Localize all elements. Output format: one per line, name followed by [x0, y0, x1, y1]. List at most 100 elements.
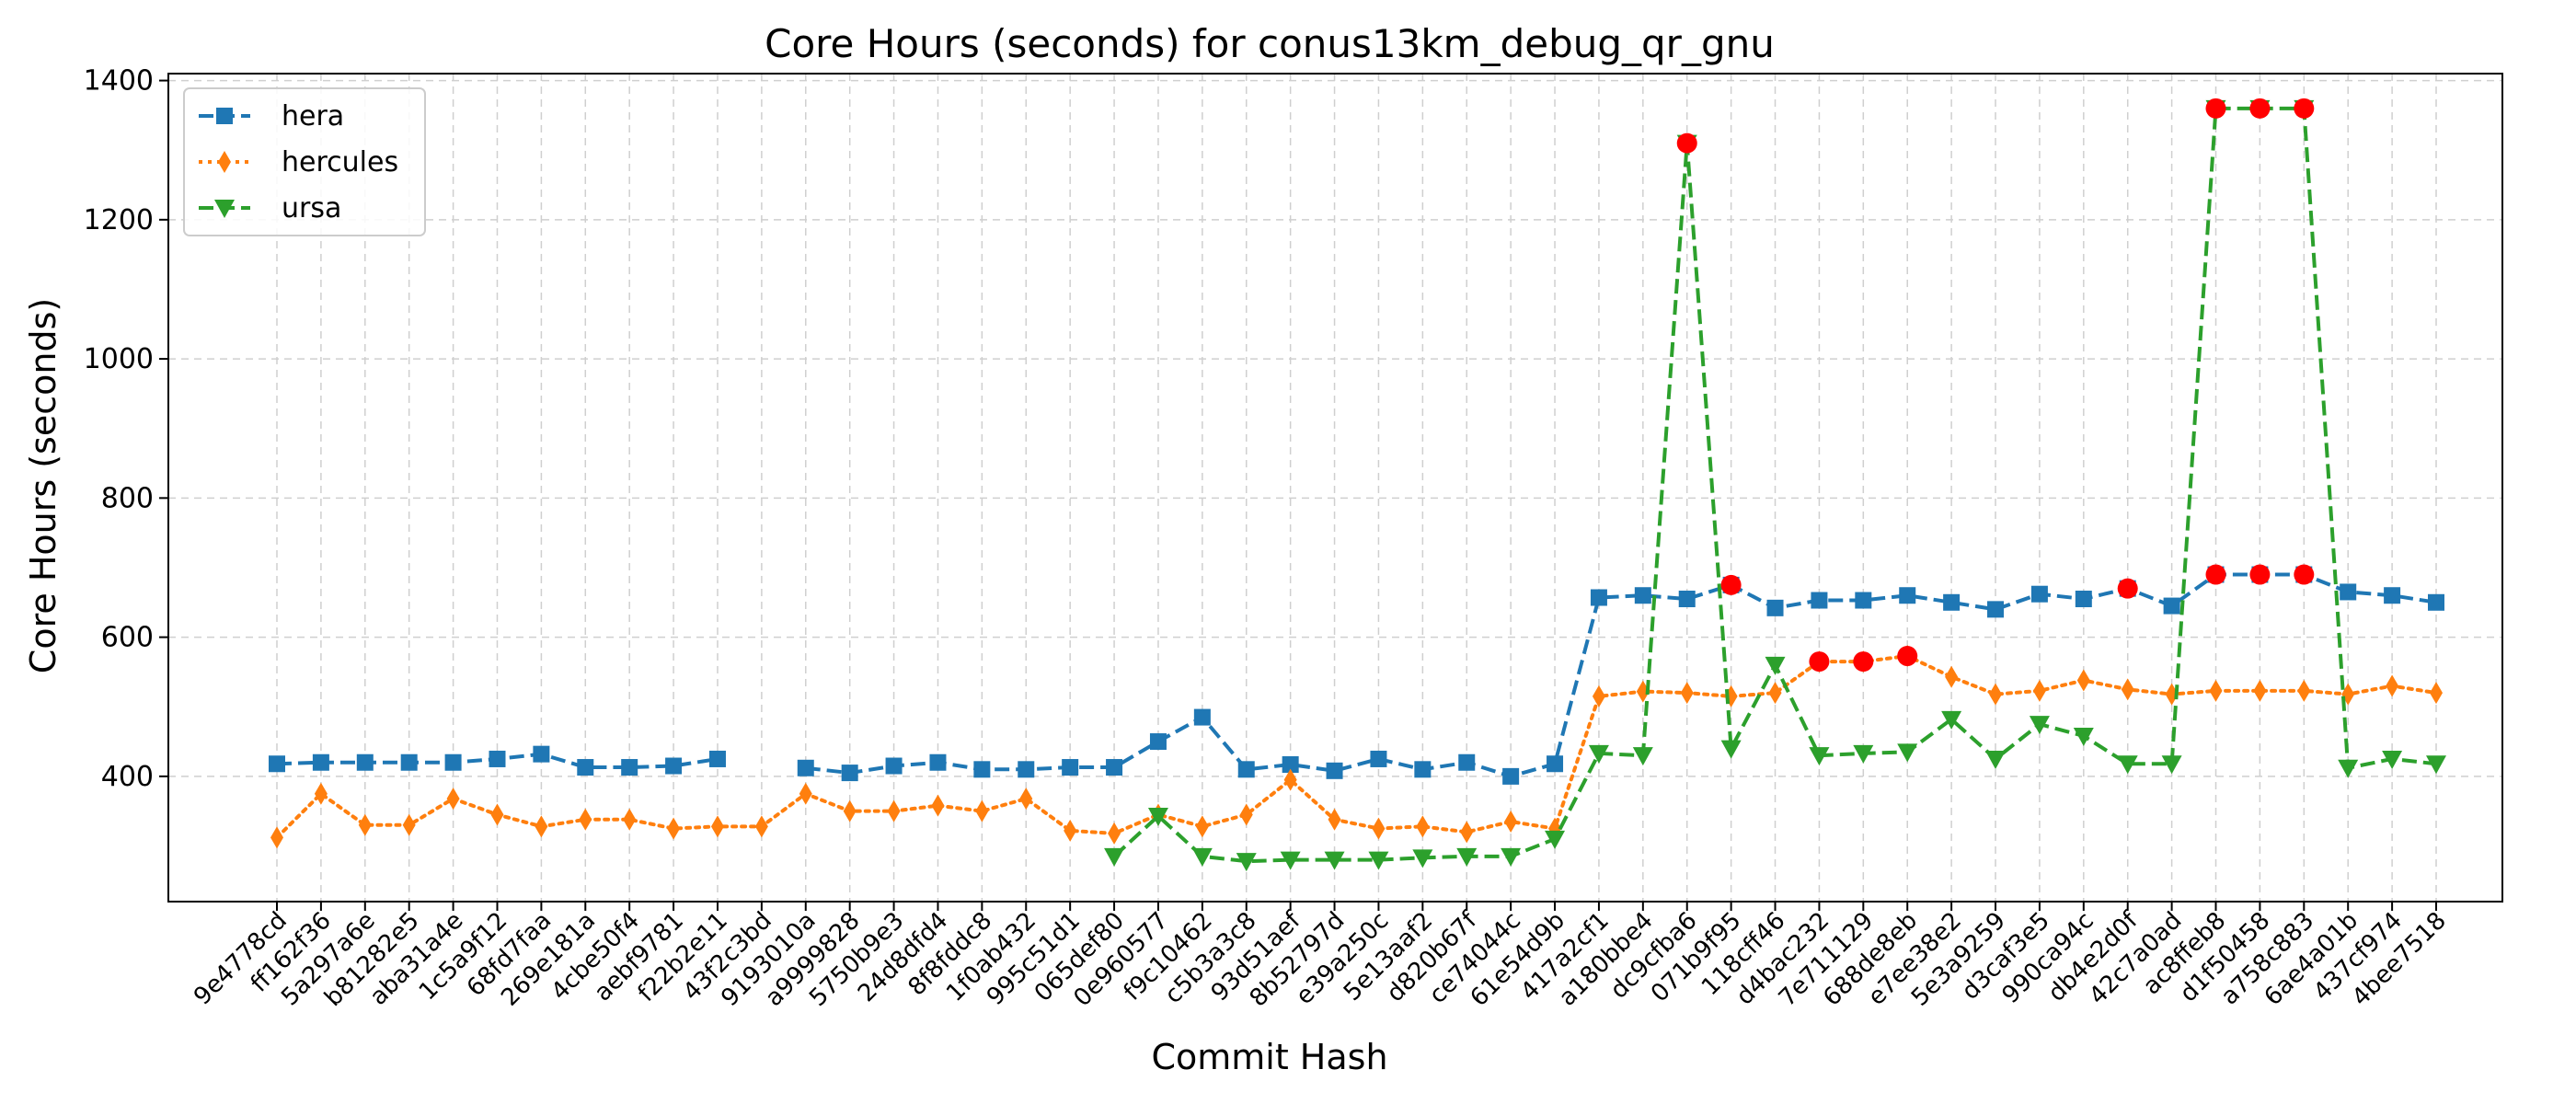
data-point-hercules [1592, 684, 1605, 707]
y-tick-label: 600 [101, 622, 154, 654]
data-point-hera [1899, 587, 1916, 604]
highlight-point-hercules [1809, 651, 1830, 673]
data-point-ursa [1147, 807, 1168, 826]
highlight-point-hera [2117, 578, 2138, 599]
data-point-ursa [1720, 740, 1742, 759]
data-point-ursa [1501, 847, 1522, 867]
y-axis-label: Core Hours (seconds) [23, 298, 63, 673]
data-point-hera [1149, 733, 1167, 751]
highlight-point-ursa [2294, 98, 2315, 119]
data-point-ursa [2426, 755, 2446, 775]
data-point-hera [2428, 593, 2444, 611]
data-point-hercules [2386, 674, 2399, 697]
data-point-hercules [270, 826, 283, 849]
highlight-point-hera [2205, 564, 2226, 585]
legend-marker-hercules [218, 151, 231, 173]
data-point-ursa [1280, 851, 1301, 870]
data-point-hera [1766, 599, 1784, 616]
data-point-hera [1018, 761, 1035, 778]
data-point-hercules [2430, 682, 2443, 705]
data-point-hera [621, 759, 638, 776]
data-point-hercules [1989, 683, 2003, 706]
data-point-ursa [2161, 755, 2182, 775]
data-point-hercules [710, 815, 724, 838]
data-point-hera [1943, 593, 1961, 611]
x-axis-label: Commit Hash [1151, 1037, 1387, 1077]
data-point-hercules [975, 799, 989, 822]
data-point-ursa [1941, 710, 1962, 730]
data-point-ursa [2382, 750, 2403, 769]
data-point-hera [1414, 761, 1432, 778]
data-point-ursa [2117, 755, 2138, 775]
data-point-hera [312, 753, 329, 771]
data-point-hera [533, 745, 550, 763]
data-point-hercules [1239, 803, 1253, 826]
legend-marker-hera [216, 108, 233, 124]
series-lines [269, 99, 2446, 872]
data-point-hera [885, 757, 903, 775]
data-point-hera [708, 750, 726, 767]
y-tick-label: 800 [101, 482, 154, 514]
data-point-ursa [1897, 743, 1918, 763]
legend-marker-ursa [214, 200, 235, 218]
highlight-point-ursa [1676, 132, 1697, 154]
legend-label-hera: hera [282, 100, 344, 132]
legend-label-hercules: hercules [282, 146, 398, 178]
data-point-ursa [1236, 853, 1257, 872]
data-point-hercules [667, 817, 681, 840]
data-point-hera [2163, 597, 2180, 615]
data-point-hercules [931, 794, 945, 817]
data-point-hercules [623, 808, 637, 831]
data-point-hercules [887, 799, 901, 822]
data-point-hercules [1768, 682, 1782, 705]
data-point-ursa [1765, 656, 1786, 675]
data-point-hera [2384, 587, 2401, 604]
data-point-ursa [1456, 847, 1478, 867]
data-point-hercules [2121, 678, 2134, 701]
data-point-hercules [2032, 679, 2046, 702]
highlight-point-hera [2294, 564, 2315, 585]
legend-box [183, 87, 426, 236]
data-point-hercules [535, 815, 548, 838]
highlight-point-hera [2249, 564, 2271, 585]
legend-label-ursa: ursa [282, 192, 341, 224]
data-point-hercules [314, 782, 328, 805]
data-point-hercules [1108, 822, 1121, 845]
data-point-ursa [2029, 716, 2050, 735]
data-point-hera [1502, 767, 1520, 785]
data-point-hera [577, 759, 594, 776]
data-point-hera [929, 753, 947, 771]
highlight-point-ursa [2249, 98, 2271, 119]
data-point-hera [1678, 591, 1696, 608]
data-point-hercules [1372, 817, 1386, 840]
highlight-point-hercules [1897, 646, 1918, 667]
data-point-hercules [1283, 768, 1297, 791]
data-point-ursa [1104, 847, 1125, 867]
y-tick-label: 1200 [84, 204, 154, 236]
data-point-hera [489, 750, 506, 767]
data-point-hera [356, 753, 374, 771]
highlight-point-ursa [2205, 98, 2226, 119]
data-point-hercules [1416, 815, 1430, 838]
data-point-hercules [2297, 679, 2311, 702]
data-point-hera [1106, 759, 1123, 776]
data-point-hercules [1328, 808, 1341, 831]
y-tick-label: 400 [101, 761, 154, 793]
data-point-hercules [446, 788, 460, 811]
data-point-hercules [2253, 679, 2267, 702]
data-point-hera [973, 761, 991, 778]
y-tick-label: 1400 [84, 65, 154, 98]
data-point-hercules [358, 813, 372, 836]
data-point-ursa [2073, 728, 2094, 746]
data-point-hera [1282, 756, 1299, 774]
data-point-ursa [1368, 851, 1389, 870]
series-hercules [270, 645, 2443, 849]
data-point-hercules [2076, 669, 2090, 692]
legend: hera hercules ursa [183, 87, 426, 236]
data-point-hera [1370, 750, 1387, 767]
data-point-ursa [1588, 744, 1609, 764]
data-point-ursa [1412, 849, 1433, 868]
data-point-hera [444, 753, 462, 771]
highlight-point-hercules [1853, 651, 1874, 673]
